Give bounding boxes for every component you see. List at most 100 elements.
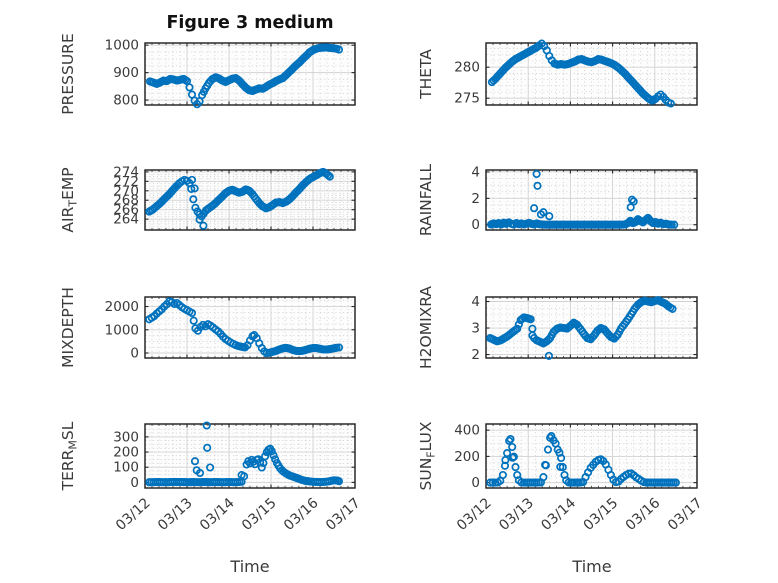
x-tick-label: 03/12 [454,495,495,534]
tick-marks [144,43,356,105]
y-tick-label: 264 [113,212,139,228]
x-axis-label-right: Time [571,557,611,576]
data-point-marker [334,45,344,54]
y-tick-label: 100 [113,460,139,476]
figure-title: Figure 3 medium [166,13,333,33]
subplot-rainfall: 0 2 4 RAINFALL [417,163,698,236]
data-point-marker [666,99,675,108]
tick-marks [485,297,698,358]
subplot-h2omixra: 2 3 4 H2OMIXRA [417,286,698,369]
y-tick-labels: 0 2 4 [471,164,480,233]
y-tick-labels: 800 900 1000 [105,38,139,109]
x-tick-label: 03/13 [155,495,196,534]
data-point-marker [568,320,577,329]
data-point-marker [501,456,510,465]
data-point-marker [486,478,495,487]
data-point-marker [514,320,523,329]
data-point-marker [547,432,556,441]
data-point-marker [324,171,333,180]
y-tick-label: 200 [113,445,139,461]
data-series [145,167,334,230]
y-tick-label: 274 [113,164,139,180]
data-series [145,43,344,109]
y-axis-label: THETA [417,49,435,100]
x-tick-label: 03/15 [581,495,622,534]
data-point-marker [533,181,542,190]
data-point-marker [334,477,344,486]
y-axis-label: H2OMIXRA [417,286,435,369]
data-point-marker [627,195,637,204]
y-tick-label: 300 [113,429,139,445]
y-tick-labels: 0 200 400 [454,423,480,491]
y-tick-label: 2000 [105,299,139,315]
data-point-marker [543,445,553,454]
data-point-marker [508,453,517,462]
subplot-mixdepth: 0 1000 2000 MIXDEPTH [59,287,356,368]
y-tick-label: 270 [113,183,139,199]
y-tick-label: 800 [113,93,139,109]
tick-marks [144,170,356,230]
y-tick-labels: 275 280 [454,60,480,107]
data-point-marker [670,220,679,229]
minor-tick-marks [151,424,349,488]
x-tick-label: 03/16 [623,495,664,534]
data-point-marker [511,463,520,472]
data-series [487,39,675,108]
data-point-marker [556,462,565,471]
minor-tick-marks [151,297,349,358]
data-point-marker [508,442,517,452]
y-axis-label: TERRMSL [59,421,80,491]
x-tick-label: 03/12 [113,495,154,534]
y-tick-label: 1000 [105,322,139,338]
y-tick-label: 4 [471,294,480,310]
data-point-marker [257,463,266,472]
minor-grid [145,43,355,105]
y-tick-labels: 0 1000 2000 [105,299,139,361]
y-tick-label: 268 [113,193,139,209]
data-point-marker [526,315,535,324]
data-point-marker [557,453,566,463]
x-tick-label: 03/17 [323,495,364,534]
data-point-marker [199,221,208,230]
y-tick-label: 275 [454,91,480,107]
y-tick-label: 0 [471,475,480,491]
minor-grid [486,424,697,488]
data-point-marker [206,463,215,472]
data-point-marker [668,304,677,313]
data-point-marker [513,324,522,333]
y-tick-label: 900 [113,65,139,81]
data-point-marker [503,449,512,458]
data-point-marker [189,195,198,204]
data-point-marker [545,212,554,221]
data-point-marker [671,478,680,487]
minor-tick-marks [492,43,691,105]
data-point-marker [267,447,276,456]
data-point-marker [539,473,548,482]
y-tick-label: 0 [130,475,139,491]
data-series [145,297,344,358]
y-tick-label: 2 [471,191,480,207]
x-tick-label: 03/13 [496,495,537,534]
x-tick-label: 03/17 [665,495,706,534]
data-point-marker [528,331,537,340]
data-point-marker [532,169,541,179]
y-tick-label: 280 [454,60,480,76]
y-tick-label: 272 [113,174,139,190]
data-point-marker [187,308,197,318]
data-point-marker [187,175,197,184]
data-point-marker [334,343,344,352]
data-point-marker [498,470,507,480]
y-tick-label: 0 [130,346,139,362]
data-point-marker [190,457,200,466]
data-series [487,169,679,229]
x-tick-label: 03/14 [538,495,579,534]
data-point-marker [269,451,278,460]
y-tick-label: 200 [454,449,480,465]
y-tick-labels: 2 3 4 [471,294,480,363]
y-axis-label: SUNFLUX [417,421,438,490]
minor-tick-marks [492,297,691,358]
